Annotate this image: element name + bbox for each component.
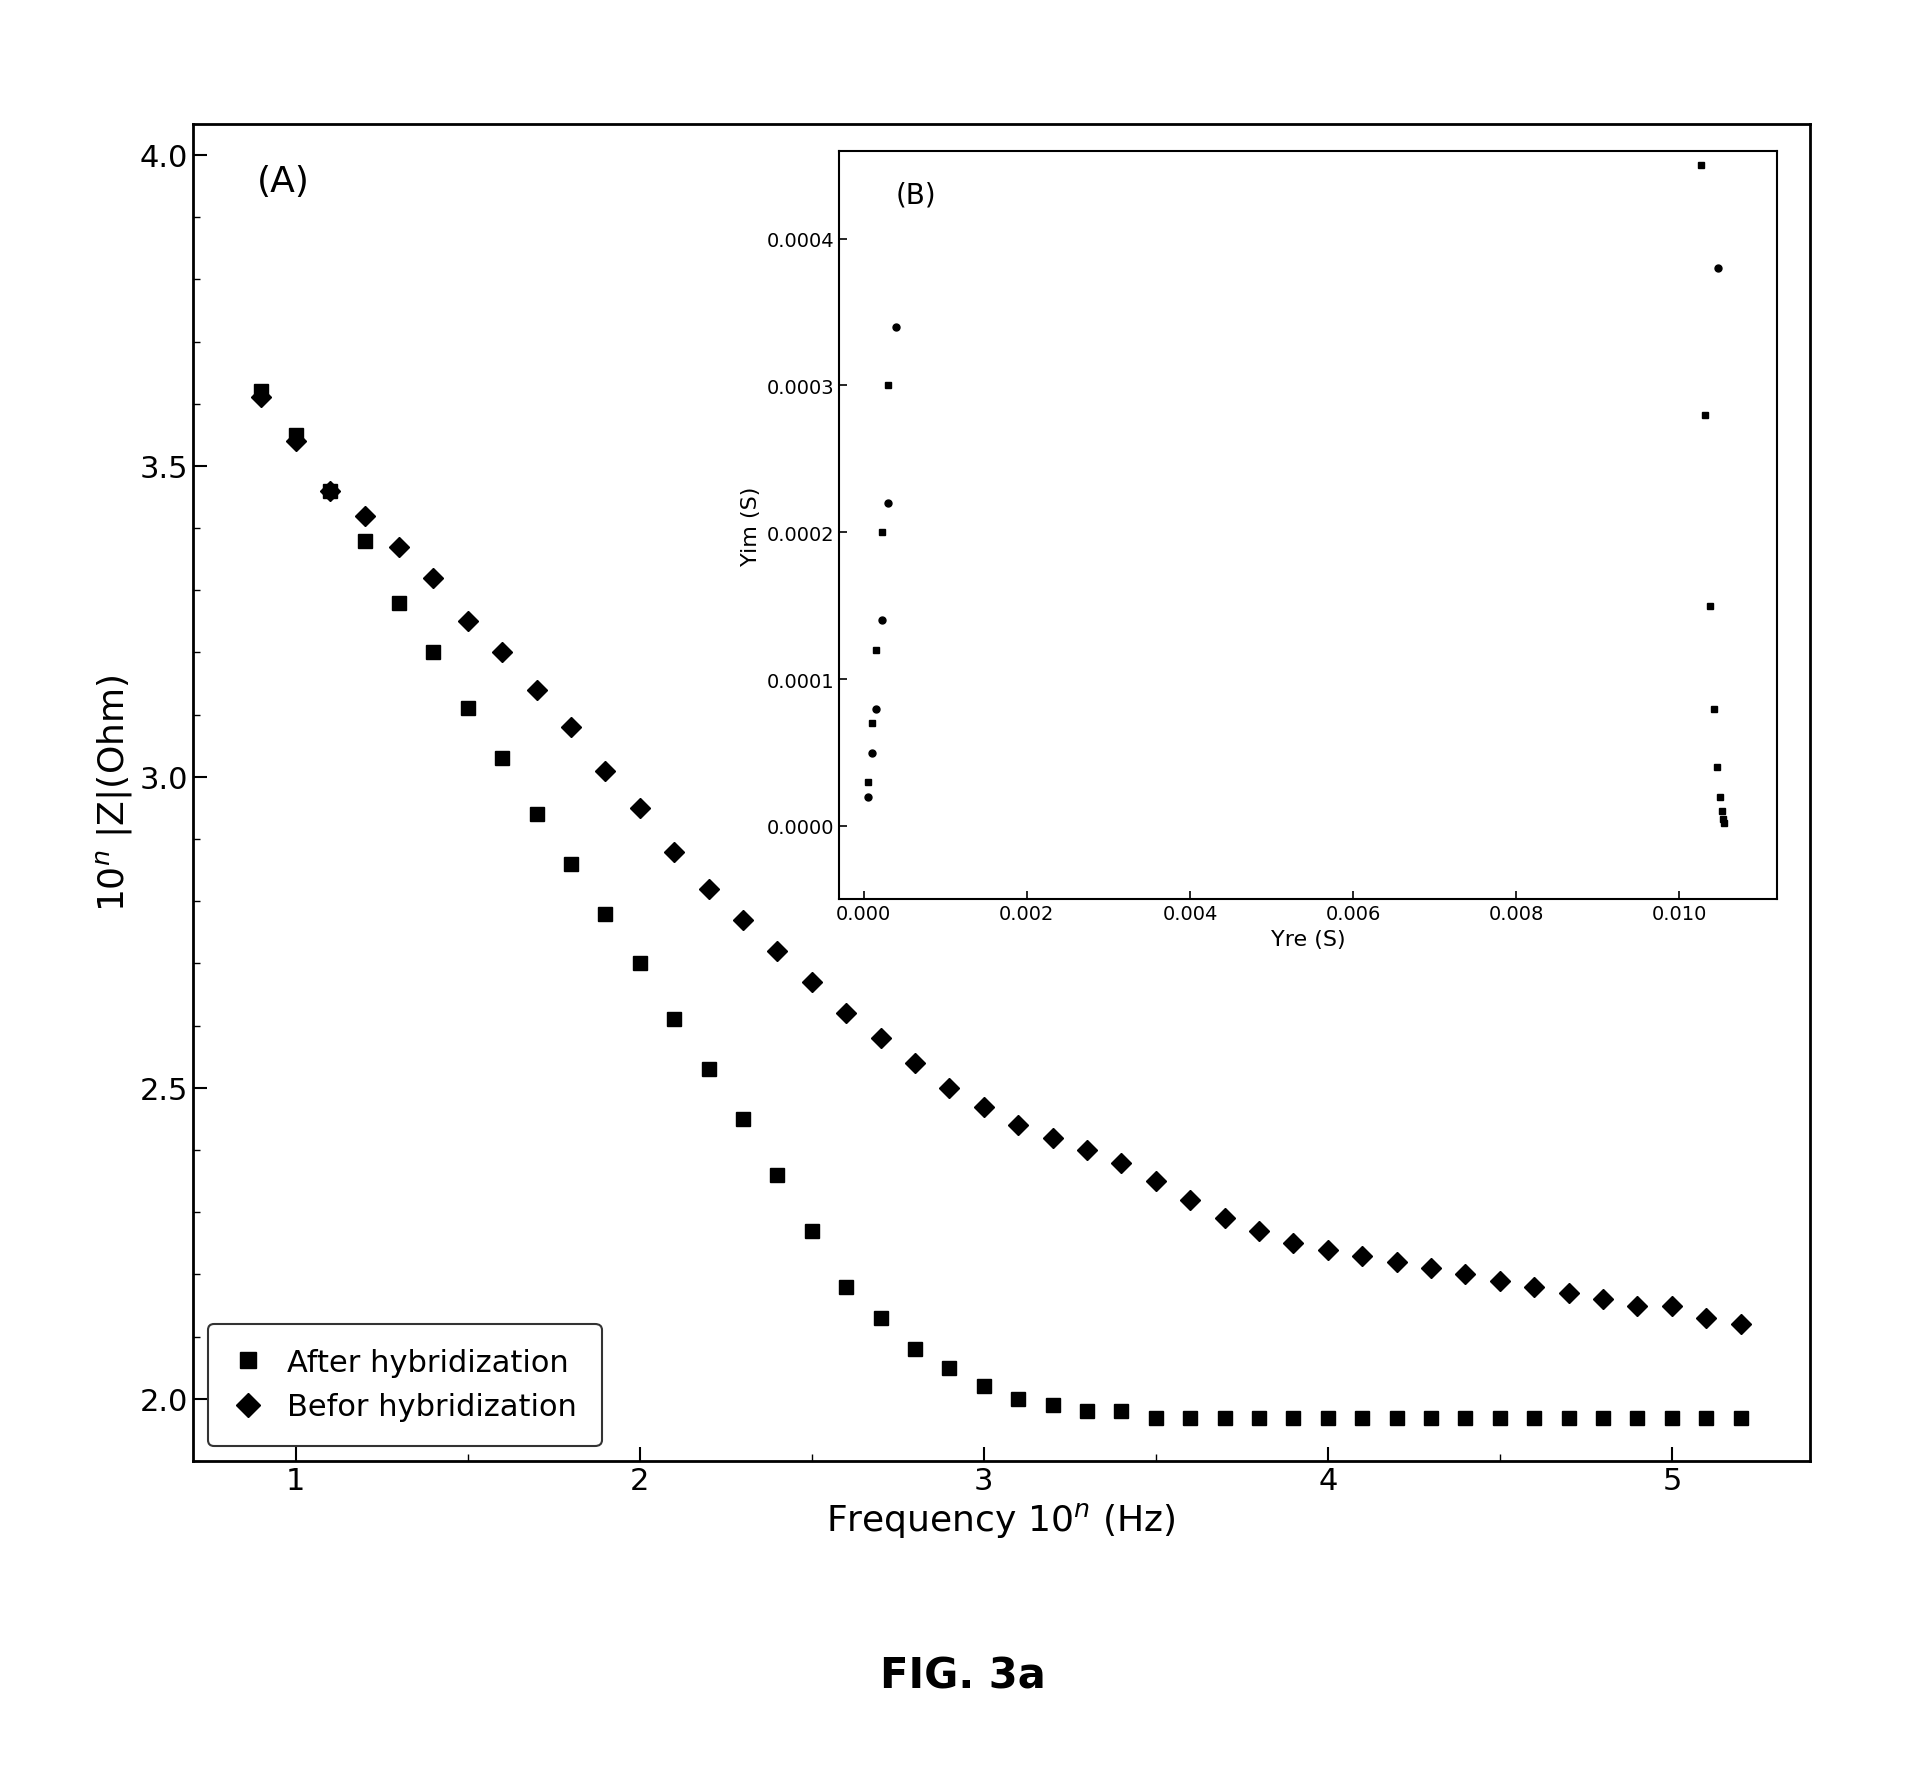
After hybridization [835,1276,859,1297]
Y-axis label: 10$^n$ |Z|(Ohm): 10$^n$ |Z|(Ohm) [94,674,133,912]
After hybridization [560,854,583,875]
Befor hybridization [526,679,549,700]
Legend: After hybridization, Befor hybridization: After hybridization, Befor hybridization [208,1324,601,1445]
After hybridization [1523,1408,1546,1429]
Befor hybridization [593,761,616,782]
Befor hybridization [662,841,685,862]
Befor hybridization [1143,1171,1167,1192]
After hybridization [628,953,651,975]
After hybridization [937,1358,961,1379]
Befor hybridization [766,941,789,962]
After hybridization [387,593,410,615]
After hybridization [285,424,308,446]
After hybridization [1111,1401,1134,1422]
After hybridization [1592,1408,1615,1429]
Befor hybridization [1317,1238,1340,1260]
After hybridization [456,699,479,720]
Befor hybridization [1178,1189,1201,1210]
Befor hybridization [1661,1296,1684,1317]
Befor hybridization [903,1053,926,1075]
X-axis label: Frequency 10$^n$ (Hz): Frequency 10$^n$ (Hz) [826,1500,1176,1540]
Befor hybridization [1627,1296,1650,1317]
After hybridization [903,1338,926,1360]
After hybridization [662,1009,685,1030]
After hybridization [1419,1408,1442,1429]
Befor hybridization [491,643,514,665]
After hybridization [801,1221,824,1242]
Befor hybridization [560,716,583,738]
After hybridization [697,1059,720,1080]
Befor hybridization [868,1028,891,1050]
After hybridization [352,531,375,552]
After hybridization [526,804,549,825]
Befor hybridization [1351,1246,1374,1267]
Befor hybridization [1729,1313,1752,1335]
Befor hybridization [352,506,375,527]
After hybridization [1317,1408,1340,1429]
Befor hybridization [250,387,273,408]
Befor hybridization [697,879,720,900]
After hybridization [593,903,616,925]
Text: FIG. 3a: FIG. 3a [880,1654,1045,1696]
Befor hybridization [1213,1208,1236,1230]
After hybridization [1351,1408,1374,1429]
After hybridization [1007,1388,1030,1410]
Befor hybridization [285,431,308,453]
Befor hybridization [1007,1116,1030,1137]
Befor hybridization [1111,1153,1134,1174]
After hybridization [1247,1408,1270,1429]
Line: Befor hybridization: Befor hybridization [254,392,1748,1331]
After hybridization [766,1165,789,1187]
Befor hybridization [1523,1276,1546,1297]
Befor hybridization [835,1003,859,1025]
After hybridization [1041,1395,1065,1417]
Befor hybridization [1419,1258,1442,1279]
After hybridization [1488,1408,1511,1429]
After hybridization [1661,1408,1684,1429]
Text: (A): (A) [258,166,310,200]
Befor hybridization [1282,1233,1305,1255]
After hybridization [1143,1408,1167,1429]
After hybridization [250,381,273,403]
Befor hybridization [937,1078,961,1099]
After hybridization [1076,1401,1099,1422]
Befor hybridization [1041,1128,1065,1149]
After hybridization [491,748,514,770]
Befor hybridization [801,971,824,993]
After hybridization [1282,1408,1305,1429]
After hybridization [1694,1408,1717,1429]
Befor hybridization [972,1096,995,1117]
Befor hybridization [318,481,341,503]
After hybridization [732,1108,755,1130]
After hybridization [1213,1408,1236,1429]
Befor hybridization [1076,1140,1099,1162]
After hybridization [422,643,445,665]
Befor hybridization [1557,1283,1580,1304]
After hybridization [1557,1408,1580,1429]
After hybridization [868,1308,891,1329]
Befor hybridization [422,568,445,590]
Befor hybridization [1247,1221,1270,1242]
After hybridization [1453,1408,1476,1429]
After hybridization [972,1376,995,1397]
Befor hybridization [387,536,410,558]
Befor hybridization [456,611,479,633]
Befor hybridization [1694,1308,1717,1329]
After hybridization [1386,1408,1409,1429]
Befor hybridization [1386,1251,1409,1272]
After hybridization [318,481,341,503]
After hybridization [1627,1408,1650,1429]
Befor hybridization [1453,1263,1476,1285]
After hybridization [1729,1408,1752,1429]
Befor hybridization [1488,1271,1511,1292]
Befor hybridization [1592,1288,1615,1310]
After hybridization [1178,1408,1201,1429]
Line: After hybridization: After hybridization [254,385,1748,1424]
Befor hybridization [628,798,651,820]
Befor hybridization [732,911,755,932]
